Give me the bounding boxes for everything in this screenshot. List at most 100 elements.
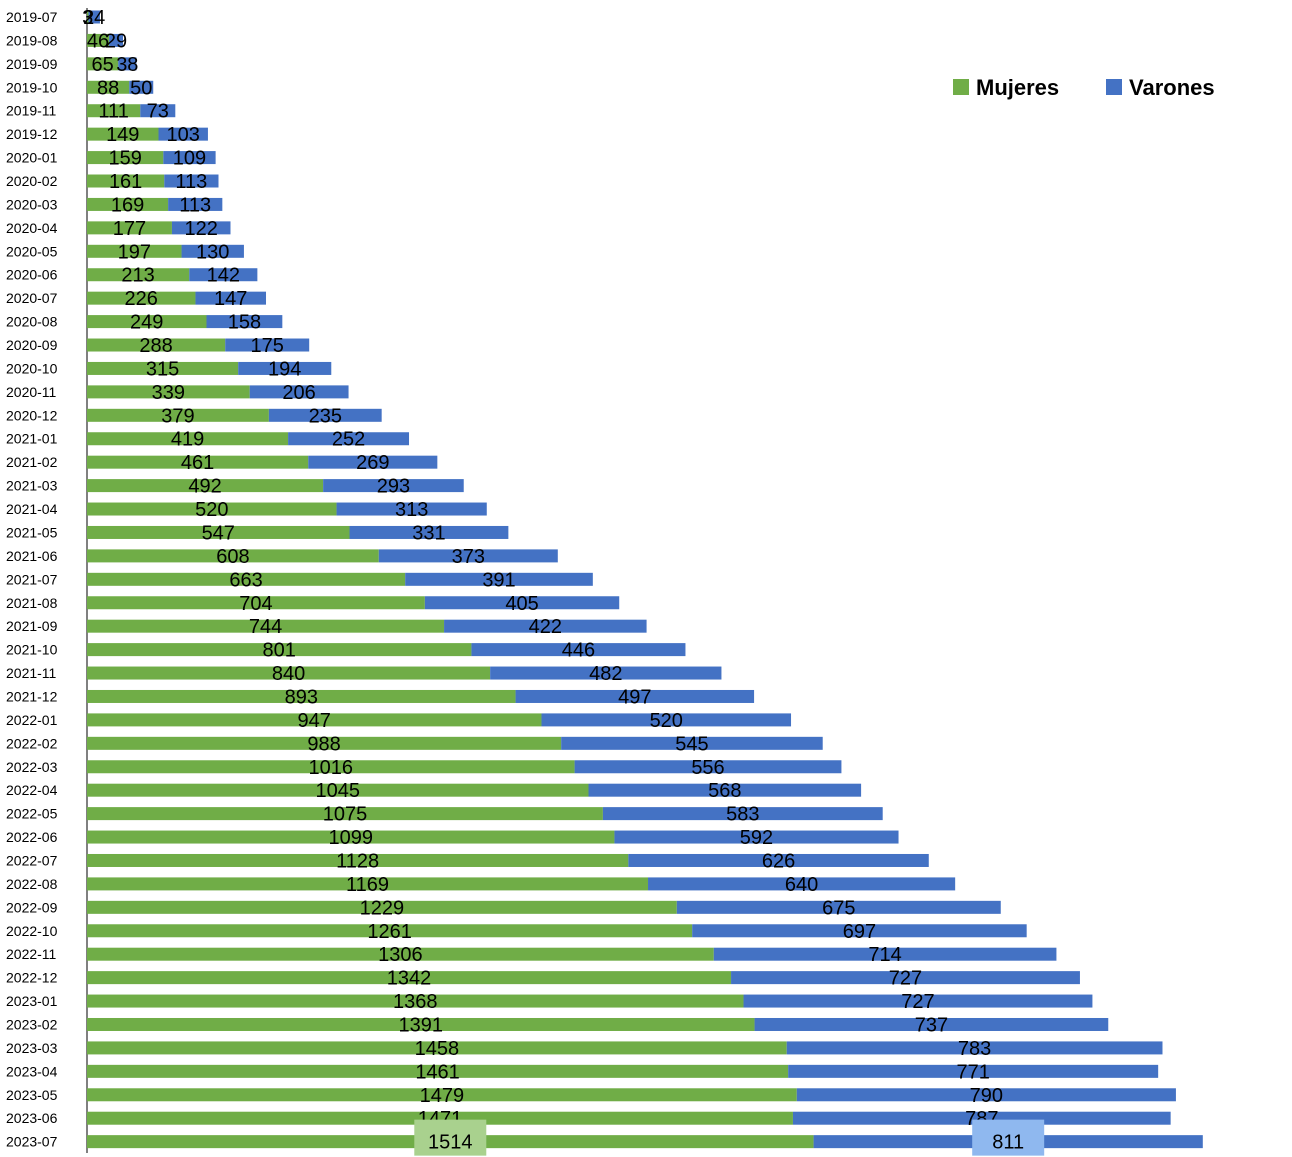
data-label-varones: 206 xyxy=(282,382,315,404)
bar-mujeres xyxy=(87,971,732,985)
bar-mujeres xyxy=(87,713,542,727)
legend-swatch-mujeres xyxy=(953,79,969,95)
category-label: 2023-03 xyxy=(6,1040,58,1056)
bar-mujeres xyxy=(87,760,575,774)
data-label-varones: 122 xyxy=(185,218,218,240)
bar-mujeres xyxy=(87,10,89,24)
category-label: 2020-09 xyxy=(6,337,58,353)
data-label-mujeres: 288 xyxy=(139,335,172,357)
data-label-varones: 38 xyxy=(116,54,138,76)
data-label-varones: 373 xyxy=(452,546,485,568)
data-label-varones: 727 xyxy=(901,991,934,1013)
category-label: 2021-12 xyxy=(6,688,58,704)
bar-mujeres xyxy=(87,502,337,516)
data-label-mujeres: 1514 xyxy=(428,1132,473,1154)
data-label-varones: 790 xyxy=(970,1085,1003,1107)
bar-varones xyxy=(206,315,283,329)
data-label-varones: 771 xyxy=(956,1061,989,1083)
legend-swatch-varones xyxy=(1106,79,1122,95)
data-label-varones: 811 xyxy=(992,1132,1024,1154)
category-label: 2019-09 xyxy=(6,56,58,72)
bar-varones xyxy=(171,221,231,235)
bar-varones xyxy=(238,361,332,375)
bar-varones xyxy=(288,432,410,446)
data-label-mujeres: 840 xyxy=(272,663,305,685)
data-label-mujeres: 1229 xyxy=(360,897,405,919)
data-label-varones: 520 xyxy=(650,710,683,732)
data-label-mujeres: 663 xyxy=(229,569,262,591)
bar-mujeres xyxy=(87,244,182,258)
data-label-mujeres: 608 xyxy=(216,546,249,568)
bar-mujeres xyxy=(87,361,239,375)
legend-label-varones: Varones xyxy=(1129,75,1215,100)
data-label-varones: 697 xyxy=(843,921,876,943)
data-label-varones: 675 xyxy=(822,897,855,919)
data-label-mujeres: 520 xyxy=(195,499,228,521)
category-label: 2020-11 xyxy=(6,384,57,400)
bar-varones xyxy=(195,291,267,305)
category-label: 2022-01 xyxy=(6,712,58,728)
data-label-mujeres: 947 xyxy=(298,710,331,732)
bar-mujeres xyxy=(87,1064,789,1078)
data-label-mujeres: 1099 xyxy=(328,827,373,849)
bar-varones xyxy=(405,572,593,586)
data-label-mujeres: 492 xyxy=(188,476,221,498)
bar-varones xyxy=(788,1064,1159,1078)
bar-varones xyxy=(731,971,1080,985)
data-label-mujeres: 339 xyxy=(152,382,185,404)
category-label: 2020-04 xyxy=(6,220,58,236)
bar-varones xyxy=(349,525,509,539)
data-label-highlight xyxy=(972,1119,1045,1156)
bar-mujeres xyxy=(87,549,379,563)
bar-mujeres xyxy=(87,830,615,844)
data-label-varones: 113 xyxy=(175,171,207,193)
data-label-mujeres: 801 xyxy=(263,640,296,662)
data-label-varones: 482 xyxy=(589,663,622,685)
category-label: 2021-09 xyxy=(6,618,58,634)
data-label-mujeres: 226 xyxy=(125,288,158,310)
bar-varones xyxy=(129,80,154,94)
bar-mujeres xyxy=(87,479,324,493)
bar-varones xyxy=(515,689,755,703)
data-label-varones: 142 xyxy=(207,265,240,287)
data-label-mujeres: 88 xyxy=(97,77,119,99)
bar-varones xyxy=(140,104,176,118)
bar-mujeres xyxy=(87,947,714,961)
bar-mujeres xyxy=(87,338,226,352)
data-label-varones: 313 xyxy=(395,499,428,521)
bar-varones xyxy=(602,807,883,821)
data-label-mujeres: 1458 xyxy=(415,1038,460,1060)
bar-varones xyxy=(796,1088,1176,1102)
bar-varones xyxy=(88,10,100,24)
data-label-varones: 24 xyxy=(83,7,105,29)
bar-varones xyxy=(424,596,620,610)
data-label-mujeres: 1075 xyxy=(323,804,368,826)
category-label: 2019-07 xyxy=(6,9,58,25)
data-label-varones: 545 xyxy=(675,733,708,755)
data-label-varones: 422 xyxy=(529,616,562,638)
category-label: 2022-11 xyxy=(6,946,57,962)
category-label: 2020-03 xyxy=(6,196,58,212)
bar-mujeres xyxy=(87,151,164,165)
bar-mujeres xyxy=(87,572,406,586)
category-label: 2022-02 xyxy=(6,735,58,751)
bar-varones xyxy=(164,174,219,188)
category-label: 2023-05 xyxy=(6,1087,58,1103)
category-label: 2023-07 xyxy=(6,1134,58,1150)
category-label: 2022-07 xyxy=(6,852,58,868)
bar-varones xyxy=(118,57,137,71)
data-label-varones: 175 xyxy=(251,335,284,357)
bar-mujeres xyxy=(87,666,491,680)
data-label-varones: 29 xyxy=(105,30,127,52)
bar-mujeres xyxy=(87,1017,755,1031)
data-label-varones: 109 xyxy=(173,148,206,170)
data-label-mujeres: 1045 xyxy=(316,780,361,802)
bar-varones xyxy=(168,197,223,211)
legend: Mujeres Varones xyxy=(953,75,1215,100)
data-label-mujeres: 1342 xyxy=(387,968,432,990)
category-label: 2020-12 xyxy=(6,407,58,423)
data-label-mujeres: 169 xyxy=(111,194,144,216)
data-label-mujeres: 1306 xyxy=(378,944,423,966)
